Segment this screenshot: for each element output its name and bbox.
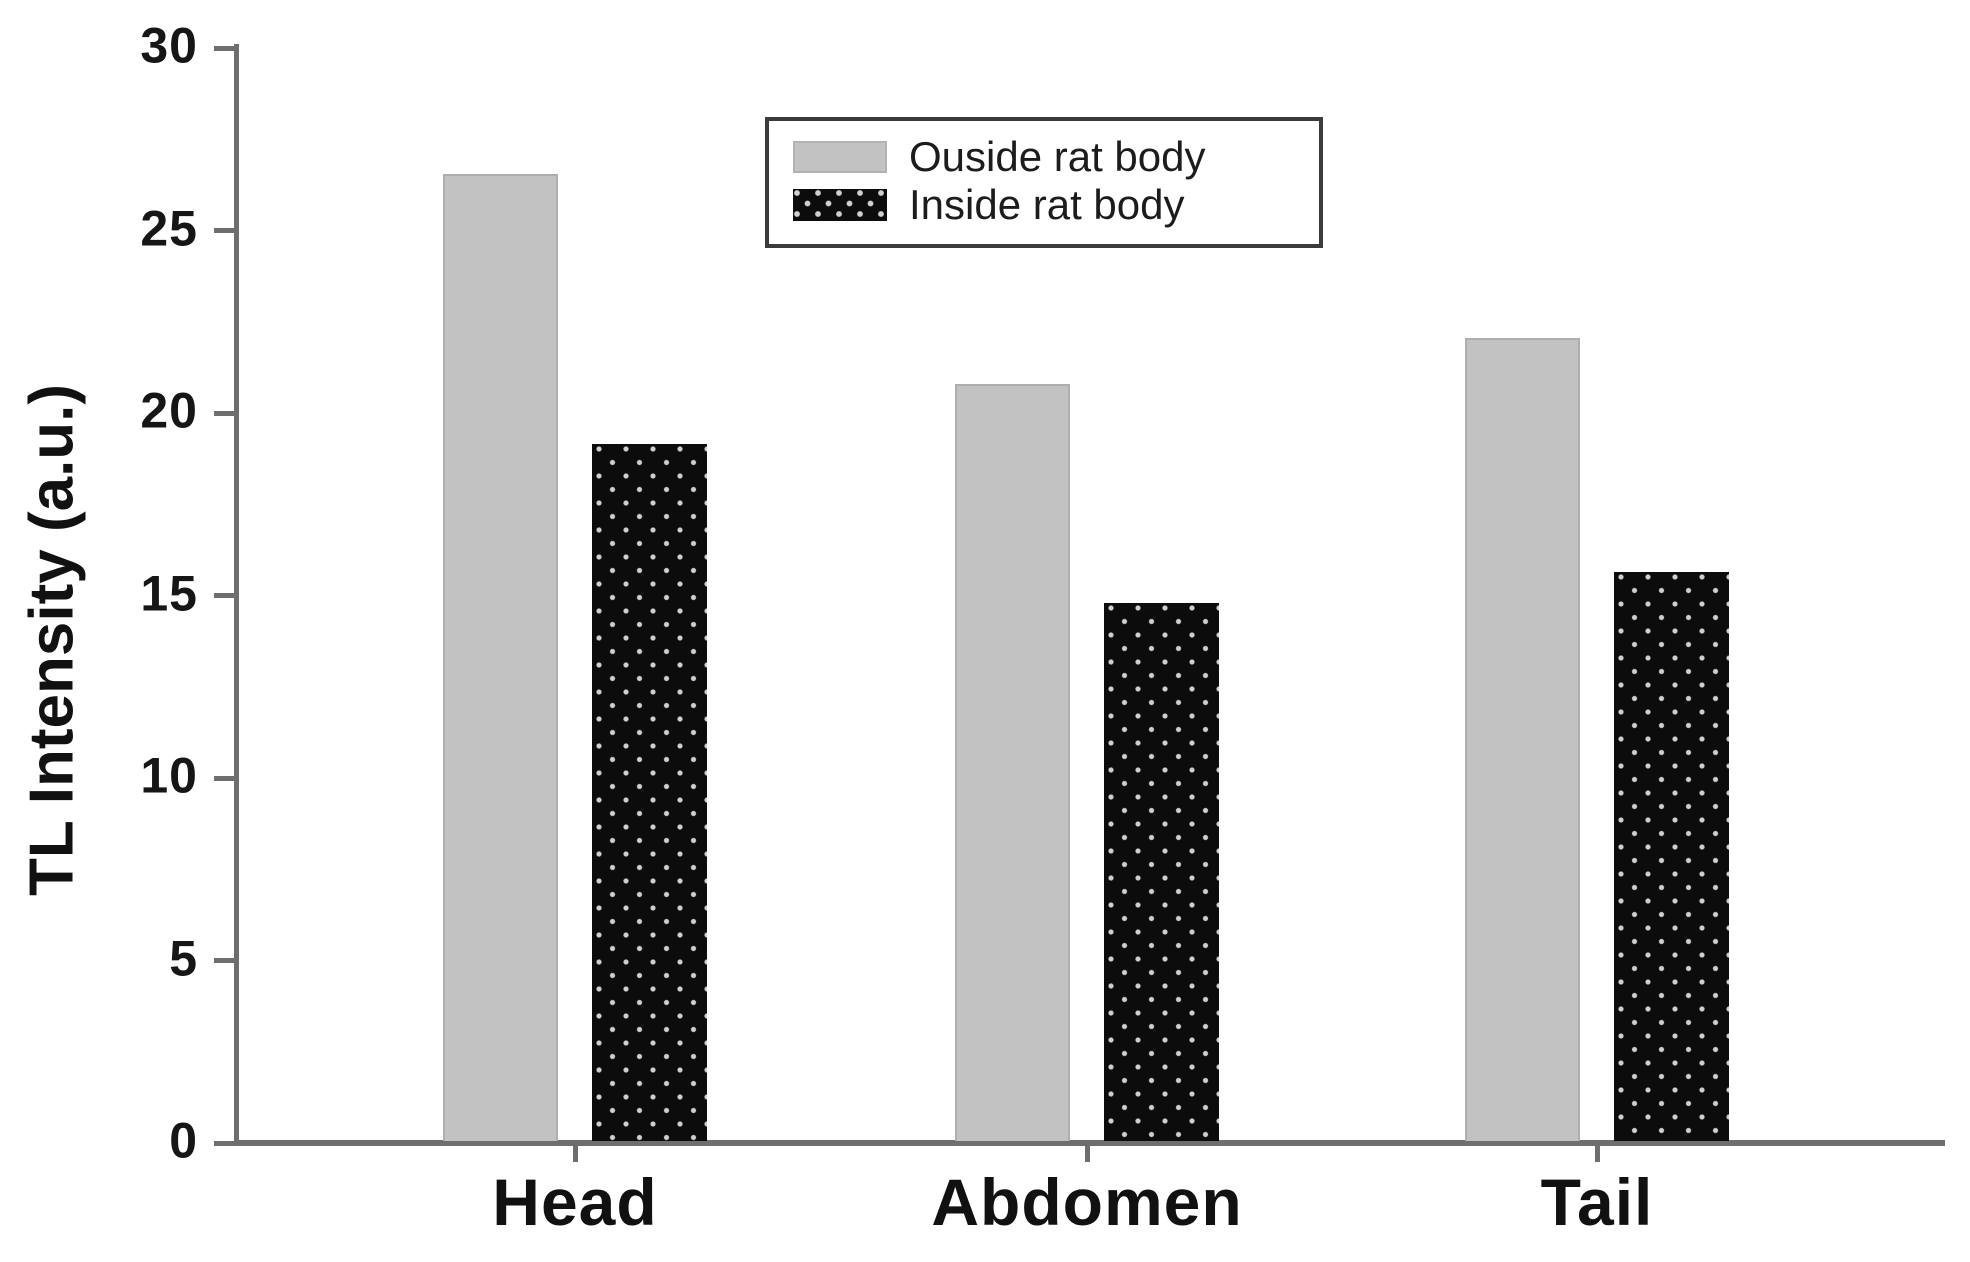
y-tick-label: 20 xyxy=(140,382,198,439)
y-tick-mark xyxy=(214,45,234,51)
x-tick-mark xyxy=(1084,1146,1090,1162)
y-tick-label: 10 xyxy=(140,747,198,804)
x-tick-mark xyxy=(572,1146,578,1162)
legend-item-inside: Inside rat body xyxy=(793,181,1185,228)
y-tick-mark xyxy=(214,593,234,598)
y-tick-mark xyxy=(214,958,234,963)
x-axis-line xyxy=(234,1140,1945,1146)
y-tick-label: 30 xyxy=(140,17,198,74)
y-axis-title: TL Intensity (a.u.) xyxy=(17,383,87,897)
legend-swatch-outside xyxy=(793,141,887,173)
y-axis-line xyxy=(234,44,239,1146)
x-tick-mark xyxy=(1594,1146,1600,1162)
y-tick-label: 15 xyxy=(140,565,198,622)
legend-label-outside: Ouside rat body xyxy=(909,133,1206,180)
legend-label-inside: Inside rat body xyxy=(909,181,1185,228)
y-tick-mark xyxy=(214,228,234,233)
bar-head-outside xyxy=(443,174,558,1141)
y-tick-mark xyxy=(214,410,234,416)
y-tick-label: 5 xyxy=(169,930,198,987)
bar-tail-outside xyxy=(1465,338,1580,1141)
y-tick-label: 0 xyxy=(169,1112,198,1169)
legend-box: Ouside rat body Inside rat body xyxy=(765,117,1323,248)
legend-item-outside: Ouside rat body xyxy=(793,133,1206,180)
y-tick-mark xyxy=(214,775,234,781)
bar-tail-inside xyxy=(1614,572,1729,1141)
y-tick-label: 25 xyxy=(140,200,198,257)
bar-abdomen-inside xyxy=(1104,603,1219,1141)
x-category-label: Head xyxy=(492,1165,658,1239)
legend-swatch-inside xyxy=(793,189,887,221)
bar-abdomen-outside xyxy=(955,384,1070,1141)
bar-head-inside xyxy=(592,444,707,1141)
x-category-label: Tail xyxy=(1540,1165,1654,1239)
x-category-label: Abdomen xyxy=(931,1165,1243,1239)
y-tick-mark xyxy=(214,1140,234,1146)
